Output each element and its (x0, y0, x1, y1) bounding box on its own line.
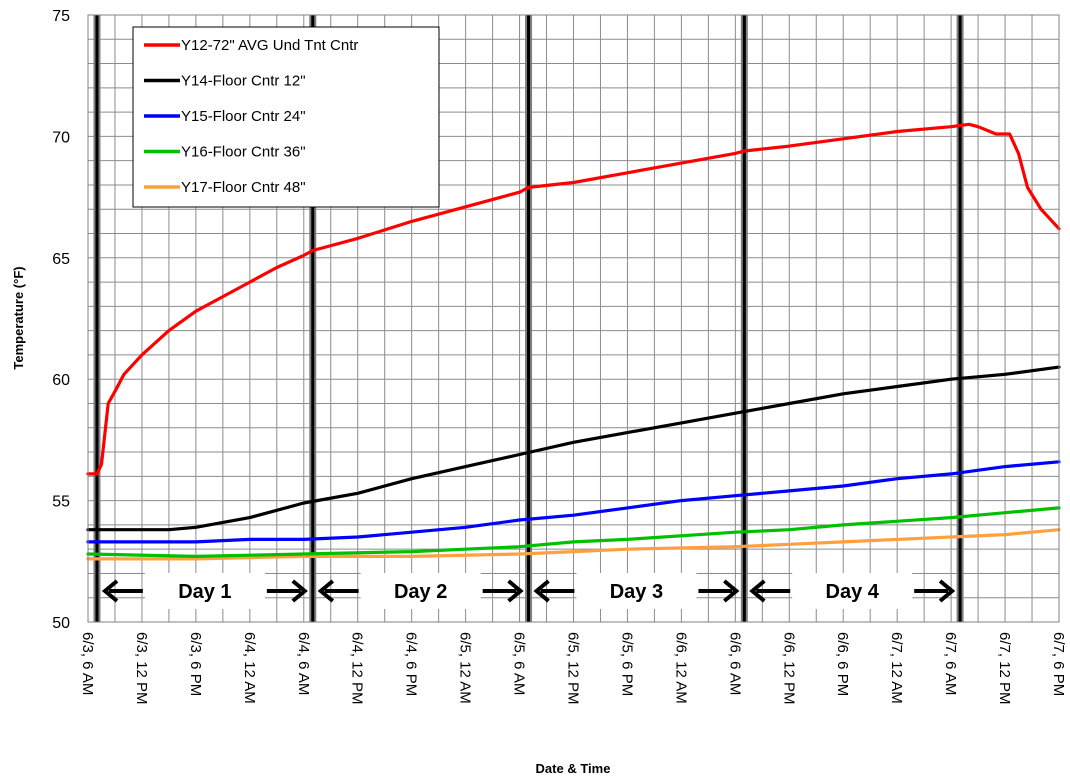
day-label-bg (576, 573, 697, 609)
x-tick-label: 6/4, 6 PM (403, 632, 420, 696)
x-axis-title: Date & Time (536, 761, 611, 776)
day-arrow-head-right (507, 579, 524, 603)
x-tick-label: 6/5, 6 PM (618, 632, 635, 696)
legend-entry-label: Y12-72" AVG Und Tnt Cntr (181, 37, 358, 54)
y-tick-label: 50 (52, 615, 70, 632)
x-tick-label: 6/6, 6 PM (834, 632, 851, 696)
y-tick-label: 70 (52, 129, 70, 146)
y-tick-label: 60 (52, 372, 70, 389)
x-tick-labels: 6/3, 6 AM 6/3, 12 PM 6/3, 6 PM 6/4, 12 AM 6/… (79, 632, 1067, 705)
y-tick-label: 75 (52, 8, 70, 25)
day-arrow-head-right (938, 579, 956, 603)
legend-entry-label: Y15-Floor Cntr 24" (181, 108, 306, 125)
day-arrow-head-left (101, 579, 119, 603)
y-tick-label: 65 (52, 251, 70, 268)
series-line (86, 506, 1061, 558)
x-tick-label: 6/3, 12 PM (133, 632, 150, 705)
x-tick-label: 6/7, 12 PM (996, 632, 1013, 705)
day-label-bg (792, 573, 913, 609)
legend-entry-label: Y16-Floor Cntr 36" (181, 144, 306, 161)
x-tick-label: 6/3, 6 PM (187, 632, 204, 696)
legend-entry-label: Y17-Floor Cntr 48" (181, 179, 306, 196)
x-tick-label: 6/6, 6 AM (726, 632, 743, 695)
x-tick-label: 6/5, 12 AM (457, 632, 474, 704)
x-tick-label: 6/4, 12 AM (241, 632, 258, 704)
legend: Y12-72" AVG Und Tnt Cntr Y14-Floor Cntr 1… (132, 26, 440, 208)
series-line (86, 460, 1061, 544)
x-tick-label: 6/4, 12 PM (349, 632, 366, 705)
day-label: Day 1 (178, 581, 231, 603)
day-arrow-head-left (533, 579, 550, 603)
x-tick-label: 6/7, 6 PM (1050, 632, 1067, 696)
day-arrow-head-right (291, 579, 308, 603)
series-line (86, 122, 1061, 476)
x-tick-label: 6/6, 12 PM (780, 632, 797, 705)
y-axis-title: Temperature (°F) (11, 266, 26, 369)
day-label-bg (360, 573, 481, 609)
day-label-bg (144, 573, 265, 609)
x-tick-label: 6/7, 6 AM (942, 632, 959, 695)
x-tick-label: 6/4, 6 AM (295, 632, 312, 695)
x-tick-label: 6/7, 12 AM (888, 632, 905, 704)
day-label: Day 2 (394, 581, 447, 603)
series-line (86, 528, 1061, 561)
x-tick-label: 6/5, 6 AM (511, 632, 528, 695)
day-label: Day 3 (610, 581, 663, 603)
legend-entry-label: Y14-Floor Cntr 12" (181, 73, 306, 90)
legend-box (132, 26, 440, 208)
day-arrow-head-left (317, 579, 335, 603)
y-tick-labels: 50 55 60 65 70 75 (52, 8, 70, 632)
day-arrow-head-right (723, 579, 740, 603)
day-label: Day 4 (826, 581, 880, 603)
x-tick-label: 6/5, 12 PM (565, 632, 582, 705)
x-tick-label: 6/6, 12 AM (672, 632, 689, 704)
plot-area-border (87, 14, 1060, 623)
series-lines (86, 122, 1061, 561)
series-line (86, 365, 1061, 532)
day-arrows: Day 1 Day 2 Day 3 Day 4 (101, 573, 956, 609)
y-tick-label: 55 (52, 494, 70, 511)
x-tick-label: 6/3, 6 AM (79, 632, 96, 695)
day-arrow-head-left (749, 579, 766, 603)
